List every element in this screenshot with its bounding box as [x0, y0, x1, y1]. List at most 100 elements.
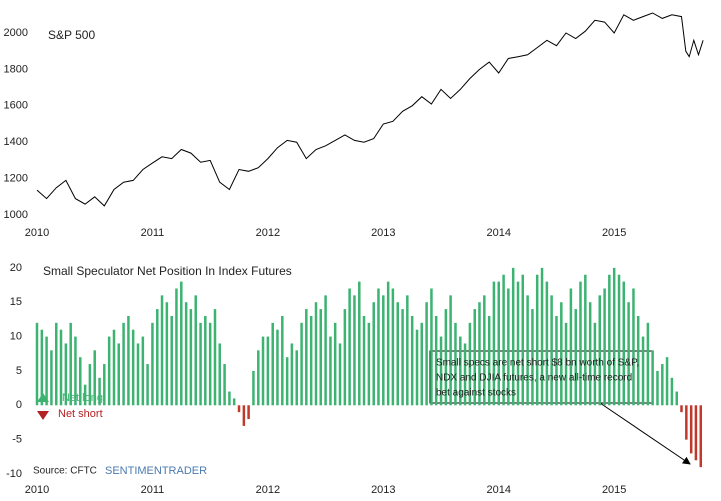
bar	[675, 391, 679, 406]
bar	[151, 322, 154, 406]
x-tick-label: 2014	[487, 484, 511, 496]
bar	[324, 295, 327, 406]
legend-label: Net long	[62, 392, 103, 404]
bar	[636, 315, 640, 406]
bar	[425, 302, 428, 406]
bar	[35, 322, 39, 406]
bar	[204, 315, 207, 406]
bar	[358, 281, 361, 406]
bar	[670, 377, 674, 406]
y-tick-label: -10	[6, 468, 22, 480]
bar	[213, 309, 217, 406]
y-tick-label: 1000	[4, 209, 28, 221]
bar	[430, 288, 433, 406]
bar	[252, 370, 255, 406]
bar	[685, 405, 688, 440]
y-tick-label: 1200	[4, 173, 28, 185]
bar	[141, 336, 145, 406]
bar	[247, 405, 250, 420]
bar	[579, 281, 582, 406]
y-tick-label: 0	[16, 399, 22, 411]
bar	[665, 357, 669, 406]
bar	[521, 274, 525, 406]
bar	[232, 398, 236, 406]
bar	[300, 322, 303, 406]
bar	[391, 288, 395, 406]
x-tick-label: 2012	[256, 484, 280, 496]
bar	[79, 357, 82, 406]
bar	[641, 336, 645, 406]
bar	[507, 288, 510, 406]
bar	[189, 309, 193, 406]
bar	[223, 364, 226, 406]
bar	[406, 295, 409, 406]
bar	[627, 302, 630, 406]
legend-label: Net short	[58, 408, 103, 420]
annotation-text: bet against stocks	[436, 388, 516, 399]
x-tick-label: 2013	[371, 227, 395, 239]
bar	[290, 343, 294, 406]
bar	[661, 364, 664, 406]
bar	[281, 315, 284, 406]
bar	[535, 274, 539, 406]
bar	[93, 350, 96, 406]
bar	[127, 315, 130, 406]
bar	[694, 405, 698, 461]
chart-title: S&P 500	[48, 28, 95, 42]
bar	[50, 350, 53, 406]
bar	[55, 322, 58, 406]
line	[36, 12, 704, 207]
x-tick-label: 2010	[25, 227, 49, 239]
bar	[656, 370, 659, 406]
y-tick-label: 10	[10, 330, 22, 342]
y-tick-label: -5	[12, 434, 22, 446]
bar	[584, 274, 587, 406]
bar	[473, 309, 476, 406]
bar	[622, 281, 626, 406]
bar	[449, 295, 452, 406]
chart-title: Small Speculator Net Position In Index F…	[43, 264, 292, 278]
bar	[319, 309, 322, 406]
bar	[175, 288, 178, 406]
bar	[170, 315, 173, 406]
x-tick-label: 2015	[602, 227, 626, 239]
bar	[295, 350, 298, 406]
bar	[69, 322, 72, 406]
bar	[117, 343, 120, 406]
bar	[560, 302, 563, 406]
bar	[257, 350, 260, 406]
bar	[680, 405, 683, 413]
bar	[309, 315, 313, 406]
bar	[64, 343, 68, 406]
bar	[689, 405, 693, 454]
annotation-text: NDX and DJIA futures, a new all-time rec…	[436, 373, 632, 384]
bar	[377, 288, 380, 406]
bar	[136, 343, 140, 406]
bar	[208, 322, 212, 406]
annotation-arrow	[599, 402, 691, 465]
bar	[646, 322, 650, 406]
legend-icon	[37, 411, 49, 420]
bar	[569, 288, 573, 406]
x-tick-label: 2010	[25, 484, 49, 496]
bar	[367, 322, 371, 406]
bar	[632, 288, 635, 406]
bar	[271, 322, 274, 406]
y-tick-label: 5	[16, 365, 22, 377]
bar	[180, 281, 183, 406]
bar	[598, 295, 602, 406]
bar	[156, 309, 159, 406]
bar	[103, 364, 106, 406]
bar	[588, 302, 592, 406]
bar	[261, 336, 265, 406]
bar	[40, 329, 44, 406]
bar	[612, 267, 616, 406]
bar	[497, 281, 500, 406]
annotation-text: Small specs are net short $8 bn worth of…	[436, 358, 639, 369]
bar	[353, 295, 356, 406]
bar	[434, 315, 438, 406]
bar	[314, 302, 318, 406]
bar	[146, 364, 149, 406]
bar	[487, 315, 491, 406]
bar	[285, 357, 289, 406]
